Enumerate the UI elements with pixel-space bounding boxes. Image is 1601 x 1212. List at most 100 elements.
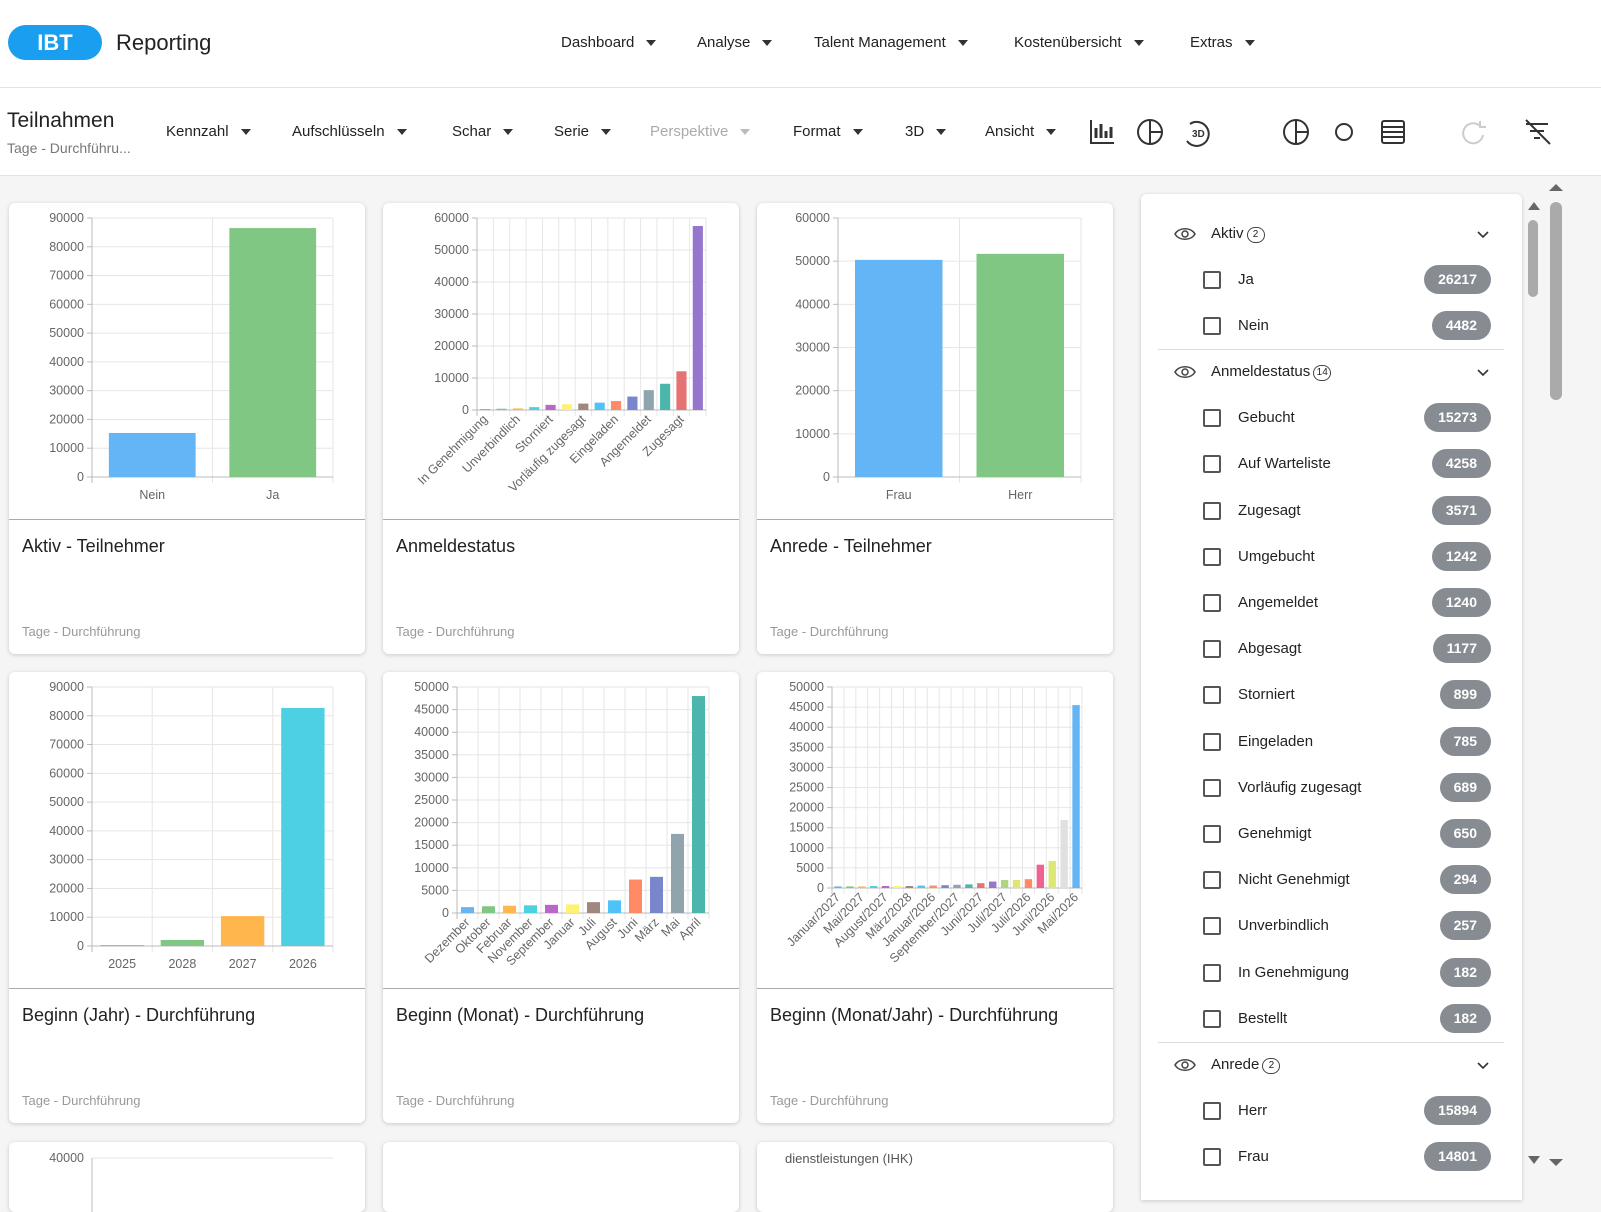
y-tick-label: 35000 (789, 740, 824, 754)
scroll-down[interactable] (1528, 1156, 1540, 1164)
y-tick-label: 20000 (795, 384, 830, 398)
expand-chevron[interactable] (1476, 1061, 1490, 1071)
y-tick-label: 40000 (789, 720, 824, 734)
logo[interactable]: IBT (8, 25, 102, 60)
count-badge: 15273 (1424, 403, 1491, 433)
y-tick-label: 40000 (434, 275, 469, 289)
menu-label: Format (793, 123, 841, 140)
checkbox[interactable] (1203, 409, 1221, 428)
y-tick-label: 25000 (789, 781, 824, 795)
refresh-icon[interactable] (1462, 121, 1486, 145)
checkbox[interactable] (1203, 594, 1221, 612)
bar (1000, 879, 1009, 888)
chart-card[interactable]: 0 10000 20000 30000 40000 50000 60000 In Genehm… (383, 203, 739, 654)
expand-chevron[interactable] (1476, 368, 1490, 378)
bar (502, 905, 517, 913)
chart-card[interactable] (383, 1142, 739, 1212)
expand-chevron[interactable] (1476, 230, 1490, 240)
table-icon[interactable] (1381, 120, 1405, 144)
menu-label: Ansicht (985, 123, 1035, 140)
y-tick-label: 5000 (421, 883, 449, 897)
page-scroll-thumb[interactable] (1550, 202, 1562, 400)
y-tick-label: 0 (442, 906, 449, 920)
y-tick-label: 30000 (795, 341, 830, 355)
y-tick-label: 10000 (49, 910, 84, 924)
checkbox[interactable] (1203, 732, 1221, 751)
page-scroll-down[interactable] (1549, 1159, 1563, 1166)
nav-item[interactable]: Extras (1190, 34, 1255, 51)
checkbox[interactable] (1203, 455, 1221, 474)
toolbar-menu[interactable]: Serie (554, 123, 612, 140)
nav-item[interactable]: Analyse (697, 34, 773, 51)
dropdown-caret (1133, 40, 1144, 47)
bar (594, 402, 605, 410)
count-badge: 1242 (1431, 541, 1491, 571)
checkbox[interactable] (1203, 640, 1221, 659)
clear-filter-icon[interactable] (1525, 119, 1551, 145)
toolbar-menu[interactable]: Kennzahl (166, 123, 251, 140)
group-header[interactable]: Anrede 2 (1211, 1056, 1281, 1074)
chart-label: dienstleistungen (IHK) (785, 1151, 913, 1166)
nav-item[interactable]: Kostenübersicht (1014, 34, 1144, 51)
toolbar-menu[interactable]: Aufschlüsseln (292, 123, 407, 140)
bar (523, 905, 538, 913)
chart-card[interactable]: 0 10000 20000 30000 40000 50000 60000 70000 8000… (9, 203, 365, 654)
nav-item[interactable]: Talent Management (814, 34, 968, 51)
checkbox[interactable] (1203, 547, 1221, 566)
checkbox[interactable] (1203, 963, 1221, 982)
y-tick-label: 50000 (49, 795, 84, 809)
chart-card[interactable]: 0 10000 20000 30000 40000 50000 60000 Frau Herr A… (757, 203, 1113, 654)
chart: 0 10000 20000 30000 40000 50000 60000 Frau Herr (757, 211, 1113, 520)
scroll-up[interactable] (1528, 202, 1540, 210)
checkbox[interactable] (1203, 686, 1221, 705)
bar (893, 885, 902, 888)
toolbar-menu[interactable]: 3D (905, 123, 947, 140)
checkbox[interactable] (1203, 871, 1221, 890)
toolbar-menu[interactable]: Schar (452, 123, 514, 140)
pie-chart-icon[interactable] (1137, 119, 1163, 145)
chart: 0 10000 20000 30000 40000 50000 60000 70000 8000… (9, 211, 365, 520)
toolbar-menu[interactable]: Format (793, 123, 863, 140)
checkbox[interactable] (1203, 317, 1221, 336)
checkbox[interactable] (1203, 778, 1221, 797)
y-tick-label: 15000 (789, 821, 824, 835)
page-scroll-up[interactable] (1549, 184, 1563, 191)
menu-label: Perspektive (650, 123, 729, 140)
card-title: Anrede - Teilnehmer (770, 536, 932, 556)
chart-card[interactable]: 0 5000 10000 15000 20000 25000 30000 35000 40000… (383, 672, 739, 1123)
checkbox[interactable] (1203, 1148, 1221, 1166)
toolbar-menu[interactable]: Ansicht (985, 123, 1057, 140)
bar-chart-icon[interactable] (1090, 120, 1114, 144)
nav-item[interactable]: Dashboard (561, 34, 657, 51)
card-subtitle: Tage - Durchführung (770, 1093, 889, 1108)
menu-label: 3D (905, 123, 925, 140)
count-badge: 26217 (1424, 265, 1491, 294)
visibility-icon[interactable] (1174, 365, 1196, 379)
chart-card[interactable]: 0 5000 10000 15000 20000 25000 30000 35000 40000… (757, 672, 1113, 1123)
visibility-icon[interactable] (1174, 1058, 1196, 1072)
group-header[interactable]: Anmeldestatus 14 (1211, 363, 1332, 382)
bar (953, 884, 961, 888)
circle-icon[interactable] (1335, 123, 1353, 141)
chart-card[interactable]: 40000 (9, 1142, 365, 1212)
checkbox[interactable] (1203, 1101, 1221, 1120)
checkbox[interactable] (1203, 1009, 1221, 1028)
group-header[interactable]: Aktiv 2 (1211, 225, 1265, 243)
visibility-icon[interactable] (1174, 227, 1196, 241)
menu-label: Aufschlüsseln (292, 123, 385, 140)
3d-rotate-icon[interactable]: 3D (1186, 121, 1210, 147)
y-tick-label: 35000 (414, 748, 449, 762)
chart-card[interactable]: dienstleistungen (IHK) (757, 1142, 1113, 1212)
donut-icon[interactable] (1283, 119, 1309, 145)
chart-card[interactable]: 0 10000 20000 30000 40000 50000 60000 70000 8000… (9, 672, 365, 1123)
group-count: 2 (1262, 1057, 1281, 1074)
panel-scroll-thumb[interactable] (1528, 220, 1538, 297)
filter-label: Ja (1238, 271, 1254, 288)
checkbox[interactable] (1203, 917, 1221, 936)
filter-label: Zugesagt (1238, 501, 1301, 519)
checkbox[interactable] (1203, 825, 1221, 843)
count-badge: 1177 (1432, 634, 1491, 664)
checkbox[interactable] (1203, 501, 1221, 520)
bar (1048, 861, 1056, 888)
checkbox[interactable] (1203, 271, 1221, 289)
